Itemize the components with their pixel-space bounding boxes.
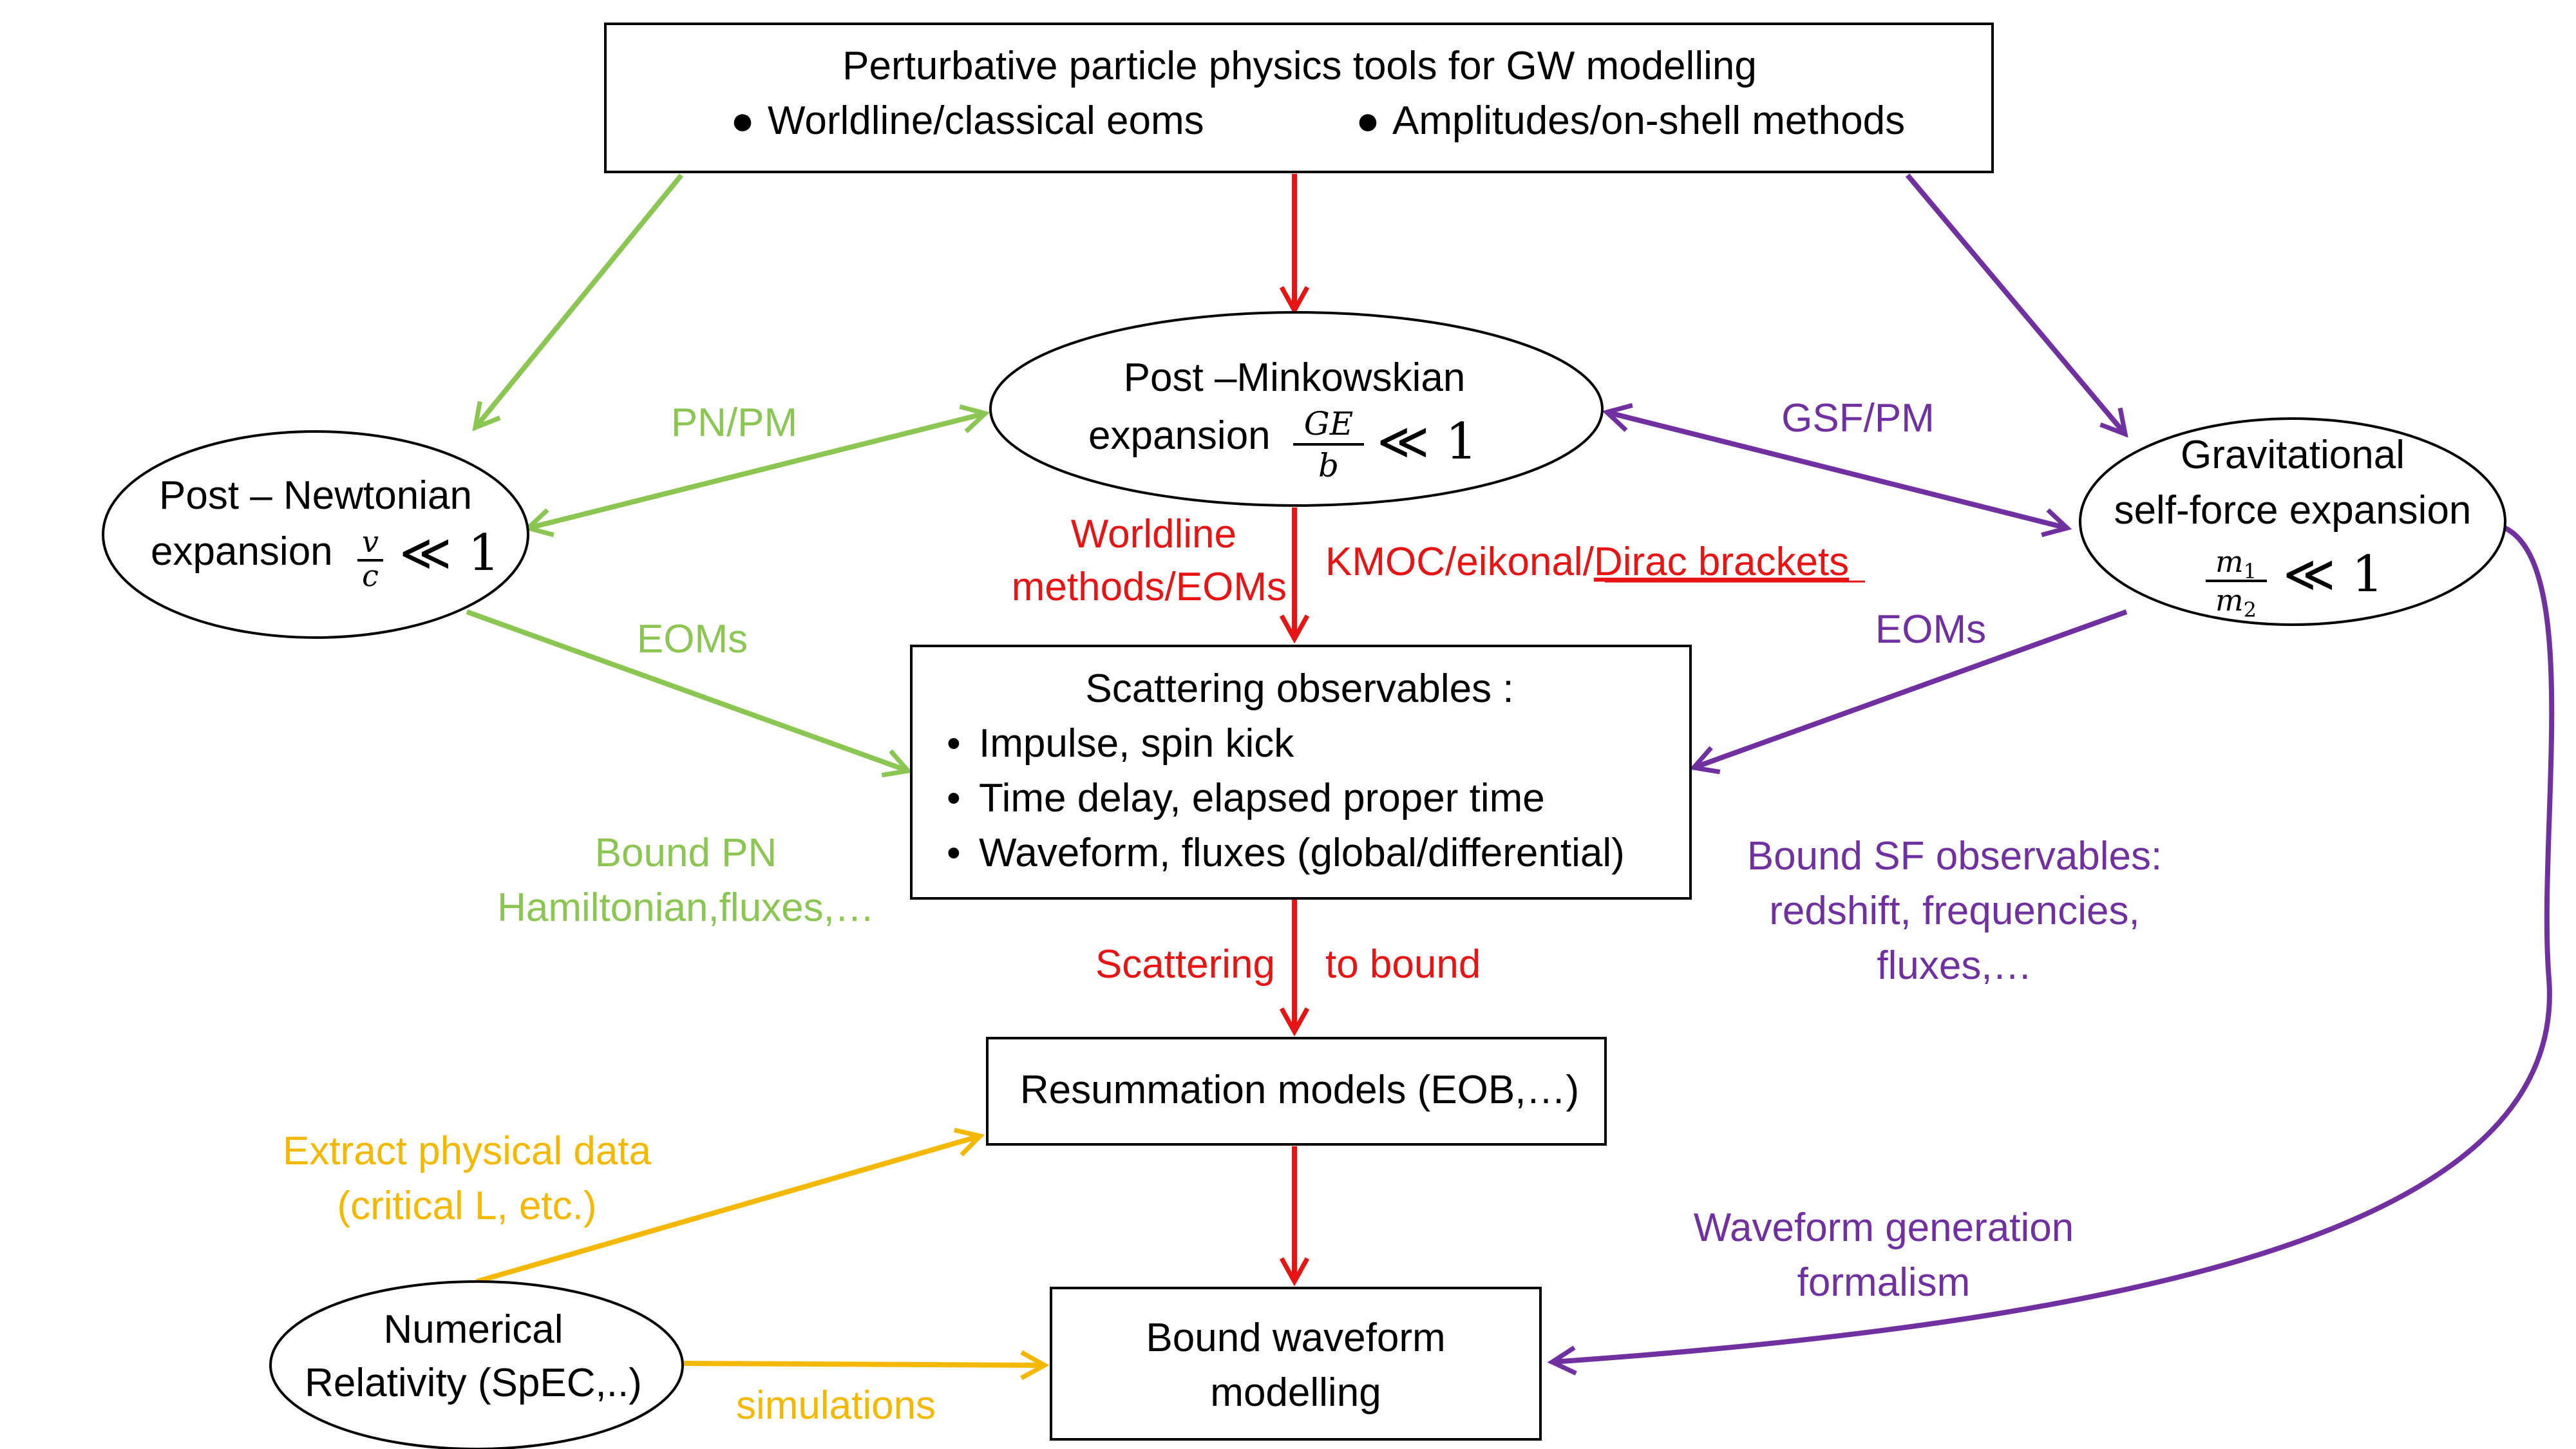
- arrow-numerical-to-resummation: [475, 1128, 985, 1284]
- arrow-top-to-gsf: [1905, 173, 2128, 438]
- scattering-bullet-3-glyph: •: [947, 831, 961, 875]
- arrow-gsf-to-bound-waveform: [1547, 526, 2555, 1376]
- arrow-pn-to-scattering: [466, 609, 913, 778]
- gravitational-self-force-title: Gravitational: [2181, 433, 2405, 477]
- post-newtonian-title: Post – Newtonian: [159, 473, 472, 518]
- resummation-models-label: Resummation models (EOB,…): [1020, 1068, 1579, 1112]
- scattering-bullet-2-glyph: •: [947, 776, 961, 820]
- post-newtonian-expansion-label: expansion: [151, 529, 333, 574]
- top-box-title: Perturbative particle physics tools for …: [842, 44, 1757, 88]
- top-box-bullet-2-glyph: ●: [1356, 99, 1379, 143]
- label-bound-pn-line-1: Bound PN: [595, 831, 777, 875]
- post-minkowskian-title: Post –Minkowskian: [1124, 355, 1466, 400]
- post-minkowskian-node: Post –Minkowskian expansion GE b ≪ 1: [989, 311, 1604, 507]
- post-minkowskian-fraction-denominator: b: [1318, 447, 1339, 484]
- scattering-item-3: Waveform, fluxes (global/differential): [979, 831, 1625, 875]
- gravitational-self-force-fraction-numerator: m1: [2215, 544, 2257, 583]
- scattering-item-2: Time delay, elapsed proper time: [979, 776, 1545, 820]
- arrow-pn-pm-bidirectional: [523, 404, 990, 538]
- top-box-bullet-2: Amplitudes/on-shell methods: [1392, 99, 1905, 143]
- top-box: Perturbative particle physics tools for …: [604, 23, 1994, 173]
- post-newtonian-fraction-denominator: c: [362, 558, 379, 593]
- post-minkowskian-fraction-numerator: GE: [1304, 405, 1353, 442]
- scattering-bullet-1-glyph: •: [947, 721, 961, 766]
- post-minkowskian-inequality: ≪ 1: [1377, 413, 1477, 471]
- bound-waveform-line-1: Bound waveform: [1146, 1316, 1445, 1360]
- top-box-bullet-1: Worldline/classical eoms: [768, 99, 1204, 143]
- gravitational-self-force-inequality: ≪ 1: [2283, 545, 2383, 603]
- scattering-observables-box: Scattering observables : • Impulse, spin…: [910, 645, 1692, 900]
- label-bound-sf-line-2: redshift, frequencies,: [1769, 889, 2140, 933]
- top-box-bullet-1-glyph: ●: [730, 99, 754, 143]
- label-kmoc: KMOC/eikonal/Dirac brackets: [1325, 540, 1849, 584]
- gravitational-self-force-node: Gravitational self-force expansion m1 m2…: [2079, 417, 2506, 626]
- resummation-models-box: Resummation models (EOB,…): [986, 1037, 1607, 1146]
- arrow-top-to-pn: [472, 173, 684, 431]
- arrow-gsf-pm-bidirectional: [1602, 402, 2072, 538]
- post-newtonian-inequality: ≪ 1: [399, 524, 500, 582]
- bound-waveform-box: Bound waveform modelling: [1050, 1287, 1542, 1441]
- label-waveform-generation-line-2: formalism: [1797, 1260, 1971, 1305]
- label-bound-pn-line-2: Hamiltonian,fluxes,…: [497, 886, 875, 930]
- label-waveform-generation-line-1: Waveform generation: [1694, 1206, 2074, 1250]
- arrow-gsf-to-scattering: [1689, 609, 2128, 775]
- post-minkowskian-expansion-label: expansion: [1088, 413, 1271, 458]
- numerical-relativity-node: Numerical Relativity (SpEC,..): [269, 1280, 684, 1449]
- label-worldline-line-2: methods/EOMs: [1012, 565, 1287, 609]
- scattering-observables-title: Scattering observables :: [1085, 667, 1513, 711]
- label-extract-line-1: Extract physical data: [283, 1129, 652, 1173]
- label-eoms-left: EOMs: [637, 617, 748, 661]
- label-extract-line-2: (critical L, etc.): [337, 1184, 596, 1228]
- numerical-relativity-line-2: Relativity (SpEC,..): [305, 1361, 642, 1405]
- label-bound-sf-line-3: fluxes,…: [1877, 943, 2032, 988]
- label-scattering: Scattering: [1095, 942, 1275, 987]
- label-pn-pm: PN/PM: [671, 401, 797, 445]
- scattering-item-1: Impulse, spin kick: [979, 721, 1294, 766]
- label-gsf-pm: GSF/PM: [1781, 396, 1935, 440]
- bound-waveform-line-2: modelling: [1210, 1370, 1381, 1415]
- label-simulations: simulations: [736, 1383, 936, 1428]
- label-bound-sf-line-1: Bound SF observables:: [1747, 834, 2163, 878]
- label-to-bound: to bound: [1325, 942, 1481, 987]
- numerical-relativity-line-1: Numerical: [383, 1307, 563, 1352]
- gravitational-self-force-subtitle: self-force expansion: [2114, 488, 2472, 533]
- post-newtonian-fraction-numerator: v: [362, 524, 379, 559]
- arrow-numerical-to-bound-waveform: [683, 1350, 1050, 1380]
- gravitational-self-force-fraction-denominator: m2: [2215, 583, 2257, 622]
- post-newtonian-node: Post – Newtonian expansion v c ≪ 1: [102, 430, 529, 639]
- label-eoms-right: EOMs: [1875, 607, 1986, 652]
- label-worldline-line-1: Worldline: [1071, 512, 1236, 556]
